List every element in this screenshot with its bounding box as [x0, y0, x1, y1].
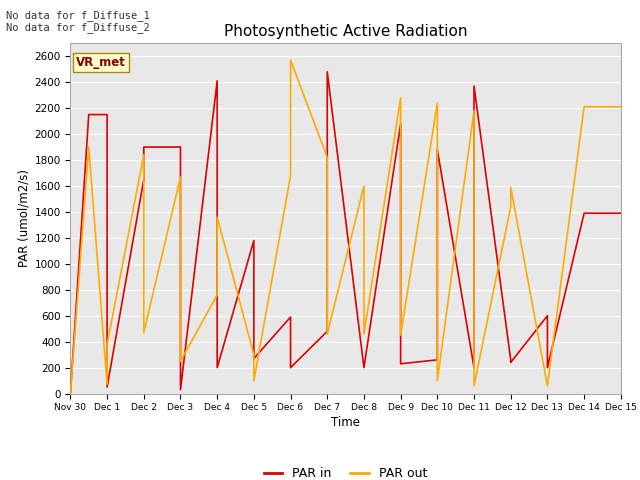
Title: Photosynthetic Active Radiation: Photosynthetic Active Radiation	[224, 24, 467, 39]
X-axis label: Time: Time	[331, 417, 360, 430]
Legend: PAR in, PAR out: PAR in, PAR out	[259, 462, 433, 480]
Text: No data for f_Diffuse_1
No data for f_Diffuse_2: No data for f_Diffuse_1 No data for f_Di…	[6, 10, 150, 33]
Y-axis label: PAR (umol/m2/s): PAR (umol/m2/s)	[17, 169, 30, 267]
Text: VR_met: VR_met	[76, 56, 126, 69]
